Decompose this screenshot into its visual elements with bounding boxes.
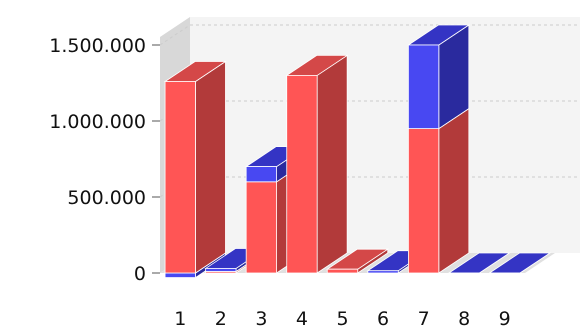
x-tick-label: 6: [377, 308, 389, 329]
bar-series-2: [205, 268, 237, 272]
bar-series-1: [326, 268, 359, 274]
y-tick-label: 1.000.000: [49, 111, 146, 133]
bar-series-1: [286, 75, 318, 274]
y-tick-label: 500.000: [67, 187, 146, 209]
x-tick-label: 7: [418, 308, 430, 329]
y-tick-label: 1.500.000: [49, 35, 146, 57]
bar-series-1-side: [195, 60, 226, 274]
x-tick-label: 3: [255, 308, 267, 329]
bar-series-1-side: [316, 54, 348, 274]
bar-series-1: [164, 81, 196, 274]
x-tick-label: 5: [336, 308, 348, 329]
bar-empty: [448, 272, 480, 274]
bar-series-1-side: [438, 107, 470, 274]
bar-series-2: [245, 166, 277, 183]
bar-series-1: [245, 181, 277, 274]
x-tick-label: 2: [215, 308, 227, 329]
bar-series-1: [408, 128, 440, 274]
x-tick-label: 9: [499, 308, 511, 329]
y-tick-label: 0: [134, 263, 146, 285]
x-tick-label: 8: [458, 308, 470, 329]
grid-line-side: [159, 24, 191, 46]
bar-series-2: [408, 44, 440, 129]
x-tick-label: 4: [296, 308, 308, 329]
bar-series-2: [164, 272, 196, 278]
bar-empty: [489, 272, 521, 274]
bar-series-2: [367, 270, 399, 274]
x-tick-label: 1: [174, 308, 186, 329]
